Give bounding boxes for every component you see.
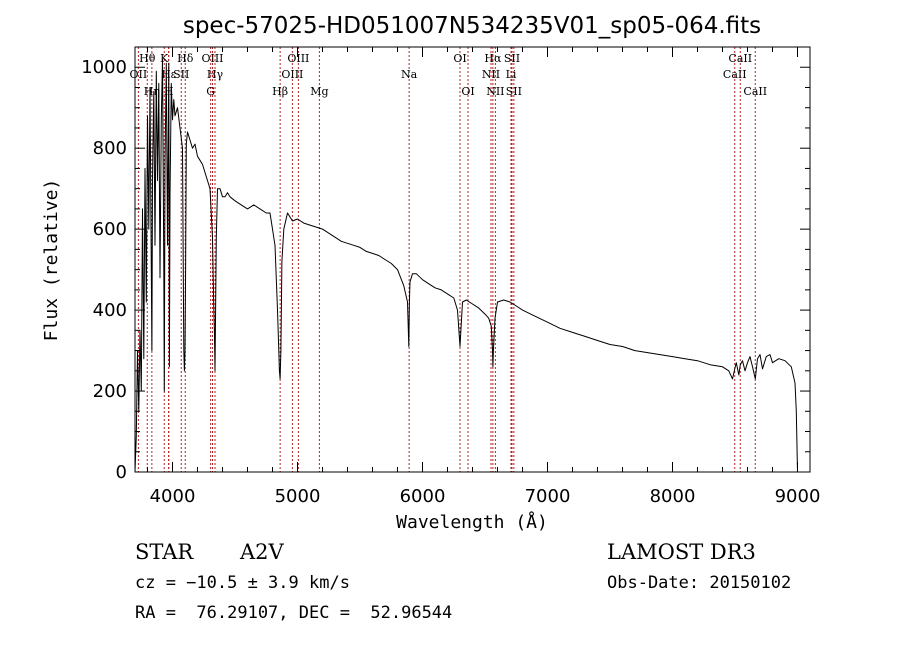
observation-date: Obs-Date: 20150102 bbox=[607, 573, 792, 593]
x-tick-label: 5000 bbox=[275, 486, 321, 507]
spectral-line-label: OIII bbox=[201, 52, 223, 65]
y-tick-label: 1000 bbox=[81, 57, 127, 78]
spectral-line-label: Mg bbox=[310, 85, 328, 98]
chart-title: spec-57025-HD051007N534235V01_sp05-064.f… bbox=[183, 13, 761, 39]
spectral-line-label: K bbox=[160, 52, 169, 65]
y-tick-label: 600 bbox=[93, 219, 127, 240]
coordinates: RA = 76.29107, DEC = 52.96544 bbox=[135, 603, 453, 623]
x-tick-label: 7000 bbox=[525, 486, 571, 507]
spectral-line-label: SII bbox=[173, 68, 189, 81]
x-axis-label: Wavelength (Å) bbox=[396, 511, 548, 533]
spectral-line-label: OIII bbox=[287, 52, 309, 65]
spectral-line-label: Hδ bbox=[177, 52, 194, 65]
spectral-line-label: Hη bbox=[144, 85, 160, 98]
spectral-line-label: OII bbox=[130, 68, 148, 81]
spectral-line-label: SII bbox=[504, 52, 520, 65]
x-tick-label: 6000 bbox=[400, 486, 446, 507]
spectral-line-label: Na bbox=[401, 68, 418, 81]
x-tick-label: 8000 bbox=[650, 486, 696, 507]
plot-frame bbox=[134, 46, 811, 473]
spectral-line-label: CaII bbox=[728, 52, 752, 65]
spectral-line-label: OIII bbox=[281, 68, 303, 81]
spectral-line-label: Hγ bbox=[207, 68, 224, 81]
spectral-line-label: G bbox=[206, 85, 215, 98]
spectral-line-label: CaII bbox=[723, 68, 747, 81]
y-tick-label: 200 bbox=[93, 381, 127, 402]
spectral-line-label: Hα bbox=[484, 52, 502, 65]
survey-name: LAMOST DR3 bbox=[607, 540, 756, 564]
spectral-line-label: OI bbox=[461, 85, 474, 98]
y-tick-label: 0 bbox=[116, 462, 127, 483]
spectral-line-label: OI bbox=[453, 52, 466, 65]
object-type: STAR bbox=[135, 540, 194, 564]
spectrum-line bbox=[134, 58, 798, 473]
spectral-line-label: SII bbox=[506, 85, 522, 98]
x-tick-label: 4000 bbox=[150, 486, 196, 507]
x-tick-label: 9000 bbox=[775, 486, 821, 507]
spectral-line-label: NII bbox=[486, 85, 504, 98]
spectral-line-label: NII bbox=[482, 68, 500, 81]
spectral-line-label: Hθ bbox=[139, 52, 156, 65]
y-tick-label: 400 bbox=[93, 300, 127, 321]
y-axis-label: Flux (relative) bbox=[41, 179, 62, 342]
redshift-velocity: cz = −10.5 ± 3.9 km/s bbox=[135, 573, 350, 593]
y-tick-label: 800 bbox=[93, 138, 127, 159]
spectral-line-label: Hβ bbox=[272, 85, 288, 98]
spectral-line-label: Li bbox=[506, 68, 517, 81]
spectral-subclass: A2V bbox=[240, 540, 284, 564]
spectral-line-label: CaII bbox=[743, 85, 767, 98]
